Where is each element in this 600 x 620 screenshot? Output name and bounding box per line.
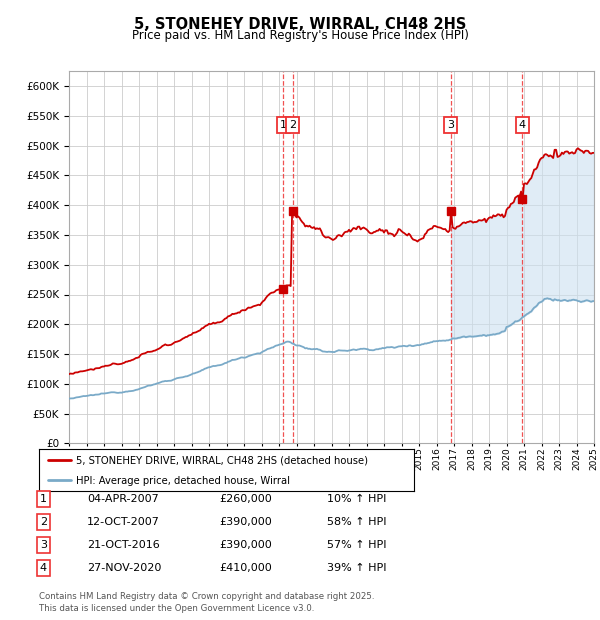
Text: 4: 4 bbox=[40, 563, 47, 573]
Text: 39% ↑ HPI: 39% ↑ HPI bbox=[327, 563, 386, 573]
Text: 2: 2 bbox=[289, 120, 296, 130]
Text: 1: 1 bbox=[40, 494, 47, 504]
Text: 5, STONEHEY DRIVE, WIRRAL, CH48 2HS (detached house): 5, STONEHEY DRIVE, WIRRAL, CH48 2HS (det… bbox=[77, 455, 368, 465]
Text: £410,000: £410,000 bbox=[219, 563, 272, 573]
Text: 27-NOV-2020: 27-NOV-2020 bbox=[87, 563, 161, 573]
Text: Contains HM Land Registry data © Crown copyright and database right 2025.
This d: Contains HM Land Registry data © Crown c… bbox=[39, 591, 374, 613]
Text: 2: 2 bbox=[40, 517, 47, 527]
Text: 12-OCT-2007: 12-OCT-2007 bbox=[87, 517, 160, 527]
Text: 3: 3 bbox=[40, 540, 47, 550]
Text: £260,000: £260,000 bbox=[219, 494, 272, 504]
Text: 10% ↑ HPI: 10% ↑ HPI bbox=[327, 494, 386, 504]
Text: 57% ↑ HPI: 57% ↑ HPI bbox=[327, 540, 386, 550]
Text: 21-OCT-2016: 21-OCT-2016 bbox=[87, 540, 160, 550]
Text: 4: 4 bbox=[519, 120, 526, 130]
Text: 3: 3 bbox=[447, 120, 454, 130]
Text: 04-APR-2007: 04-APR-2007 bbox=[87, 494, 159, 504]
Text: 5, STONEHEY DRIVE, WIRRAL, CH48 2HS: 5, STONEHEY DRIVE, WIRRAL, CH48 2HS bbox=[134, 17, 466, 32]
Text: £390,000: £390,000 bbox=[219, 517, 272, 527]
Text: 58% ↑ HPI: 58% ↑ HPI bbox=[327, 517, 386, 527]
Text: Price paid vs. HM Land Registry's House Price Index (HPI): Price paid vs. HM Land Registry's House … bbox=[131, 29, 469, 42]
Text: £390,000: £390,000 bbox=[219, 540, 272, 550]
Text: 1: 1 bbox=[280, 120, 287, 130]
Text: HPI: Average price, detached house, Wirral: HPI: Average price, detached house, Wirr… bbox=[77, 476, 290, 485]
